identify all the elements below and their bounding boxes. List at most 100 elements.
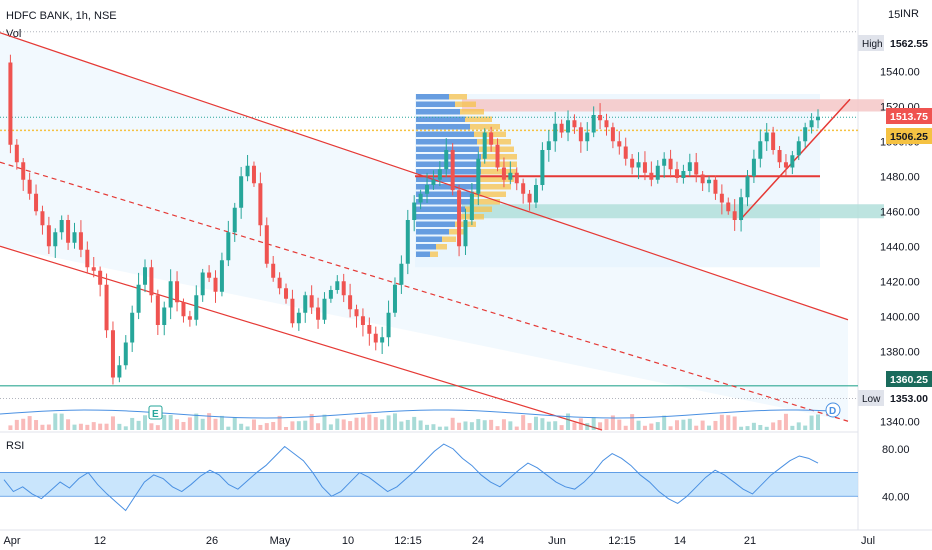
vp-bar-value — [479, 176, 514, 182]
vp-bar — [416, 176, 479, 182]
volume-bar — [309, 413, 314, 430]
candle — [386, 312, 391, 338]
candle — [59, 220, 64, 233]
volume-bar — [168, 414, 173, 430]
volume-bar — [450, 417, 455, 430]
candle — [585, 132, 590, 142]
volume-bar — [110, 416, 115, 430]
candle — [360, 316, 365, 325]
volume-bar — [758, 424, 763, 430]
volume-bar — [290, 421, 295, 430]
candle — [187, 316, 192, 320]
candle — [27, 179, 32, 194]
volume-bar — [790, 425, 795, 430]
candle — [591, 115, 596, 133]
candle — [803, 127, 808, 142]
volume-bar — [636, 420, 641, 430]
volume-bar — [687, 418, 692, 430]
volume-bar — [194, 413, 199, 430]
candle — [232, 207, 237, 233]
volume-bar — [341, 419, 346, 430]
time-tick-label: Jun — [548, 535, 566, 547]
last-price-value: 1513.75 — [890, 111, 928, 123]
volume-bar — [85, 424, 90, 430]
volume-bar — [457, 422, 462, 430]
volume-bar — [431, 424, 436, 430]
volume-bar — [149, 423, 154, 430]
candle — [809, 120, 814, 128]
demand-zone — [462, 204, 884, 219]
candle — [527, 193, 532, 203]
candle — [687, 162, 692, 171]
candle — [354, 309, 359, 317]
volume-bar — [348, 421, 353, 430]
volume-bar — [540, 418, 545, 430]
volume-bar — [642, 425, 647, 430]
prev-close-badge — [886, 128, 932, 144]
vp-bar-value — [481, 169, 517, 175]
candle — [207, 272, 212, 278]
candle — [662, 158, 667, 166]
volume-bar — [578, 418, 583, 430]
vp-bar — [416, 191, 474, 197]
volume-bar — [508, 421, 513, 430]
volume-bar — [14, 419, 19, 430]
candle — [34, 193, 39, 212]
candle — [495, 144, 500, 168]
candle — [136, 284, 141, 313]
candle — [162, 307, 167, 325]
candle — [559, 123, 564, 133]
volume-bar — [649, 423, 654, 430]
vp-bar-value — [436, 244, 447, 250]
volume-bar — [72, 424, 77, 430]
vp-bar — [416, 206, 465, 212]
price-tick-partial: 15 — [888, 9, 900, 21]
candle — [239, 176, 244, 208]
volume-bar — [674, 420, 679, 430]
volume-bar — [303, 420, 308, 430]
candle — [53, 232, 58, 247]
support-badge — [886, 371, 932, 387]
volume-bar — [360, 417, 365, 430]
candle — [8, 62, 13, 145]
candle — [694, 162, 699, 175]
volume-bar — [546, 421, 551, 430]
time-tick-label: Apr — [3, 535, 20, 547]
currency-badge[interactable]: INR — [900, 8, 919, 20]
volume-bar — [98, 423, 103, 430]
volume-bar — [707, 425, 712, 430]
vp-bar — [416, 199, 470, 205]
volume-bar — [399, 421, 404, 430]
vp-bar — [416, 154, 481, 160]
candle — [78, 232, 83, 250]
candle — [713, 179, 718, 194]
volume-ma-line — [0, 409, 827, 419]
dividend-marker-circle — [825, 402, 841, 418]
volume-bar — [27, 416, 32, 430]
candle — [726, 202, 731, 212]
vp-bar — [416, 169, 481, 175]
candle — [219, 260, 224, 292]
volume-bar — [630, 414, 635, 430]
volume-bar — [476, 419, 481, 430]
volume-legend: Vol — [6, 28, 22, 40]
volume-bar — [598, 422, 603, 430]
volume-bar — [694, 425, 699, 430]
volume-bar — [739, 426, 744, 430]
candle — [719, 193, 724, 203]
candle — [412, 202, 417, 220]
candle — [194, 295, 199, 320]
volume-bar — [726, 415, 731, 430]
candle — [745, 176, 750, 198]
volume-bar — [610, 415, 615, 430]
volume-bar — [585, 423, 590, 430]
volume-bar — [392, 413, 397, 430]
candle — [482, 132, 487, 159]
candle — [245, 165, 250, 177]
volume-bar — [783, 413, 788, 430]
candle — [373, 333, 378, 343]
earnings-marker: E — [152, 409, 159, 420]
candle — [783, 162, 788, 168]
volume-bar — [501, 419, 506, 430]
